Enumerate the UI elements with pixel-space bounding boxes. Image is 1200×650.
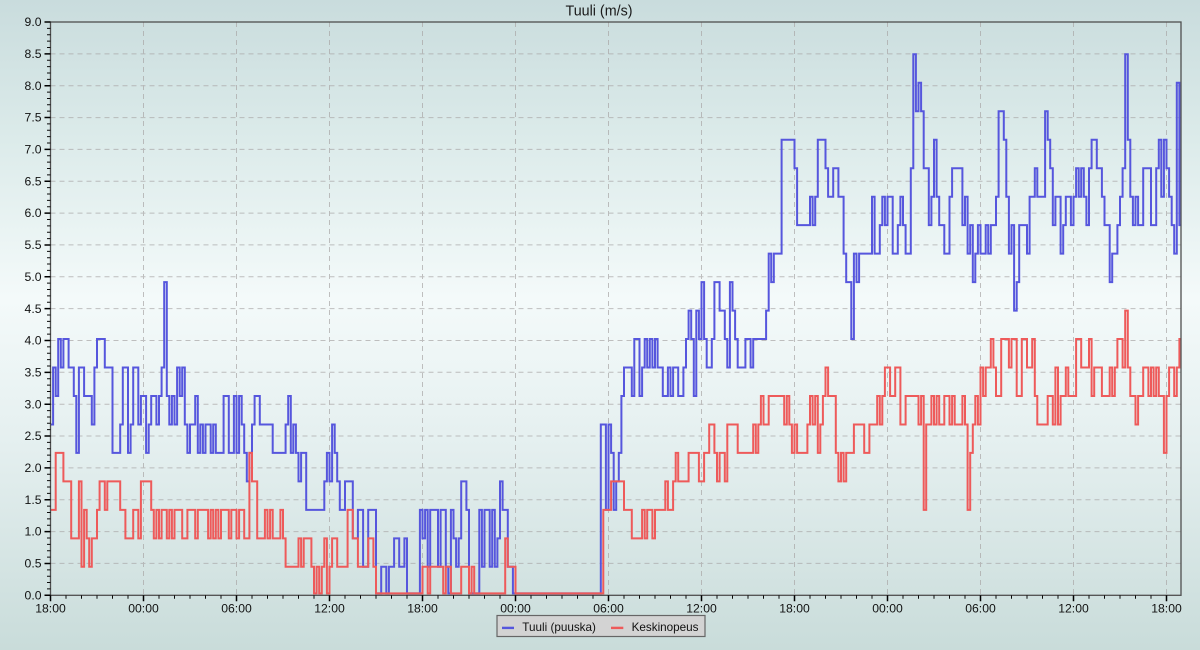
svg-text:Tuuli (m/s): Tuuli (m/s) [566,4,633,20]
svg-text:18:00: 18:00 [407,602,438,616]
svg-text:7.5: 7.5 [25,111,42,125]
svg-text:18:00: 18:00 [35,602,66,616]
svg-text:5.0: 5.0 [25,270,42,284]
svg-text:00:00: 00:00 [500,602,531,616]
svg-text:1.5: 1.5 [25,493,42,507]
svg-text:06:00: 06:00 [965,602,996,616]
svg-text:18:00: 18:00 [1151,602,1182,616]
svg-text:5.5: 5.5 [25,238,42,252]
svg-text:4.5: 4.5 [25,302,42,316]
svg-text:18:00: 18:00 [779,602,810,616]
svg-text:4.0: 4.0 [25,334,42,348]
svg-text:00:00: 00:00 [128,602,159,616]
svg-text:8.0: 8.0 [25,79,42,93]
svg-text:6.5: 6.5 [25,174,42,188]
svg-text:3.5: 3.5 [25,365,42,379]
svg-text:Keskinopeus: Keskinopeus [632,621,699,634]
svg-text:0.0: 0.0 [25,588,42,602]
svg-text:00:00: 00:00 [872,602,903,616]
svg-text:06:00: 06:00 [593,602,624,616]
svg-text:9.0: 9.0 [25,15,42,29]
svg-text:3.0: 3.0 [25,397,42,411]
svg-text:12:00: 12:00 [1058,602,1089,616]
svg-text:7.0: 7.0 [25,143,42,157]
svg-text:8.5: 8.5 [25,47,42,61]
svg-text:2.5: 2.5 [25,429,42,443]
svg-text:06:00: 06:00 [221,602,252,616]
svg-text:0.5: 0.5 [25,557,42,571]
svg-text:6.0: 6.0 [25,206,42,220]
svg-text:2.0: 2.0 [25,461,42,475]
svg-text:1.0: 1.0 [25,525,42,539]
svg-text:12:00: 12:00 [314,602,345,616]
svg-text:Tuuli (puuska): Tuuli (puuska) [522,621,596,634]
svg-text:12:00: 12:00 [686,602,717,616]
